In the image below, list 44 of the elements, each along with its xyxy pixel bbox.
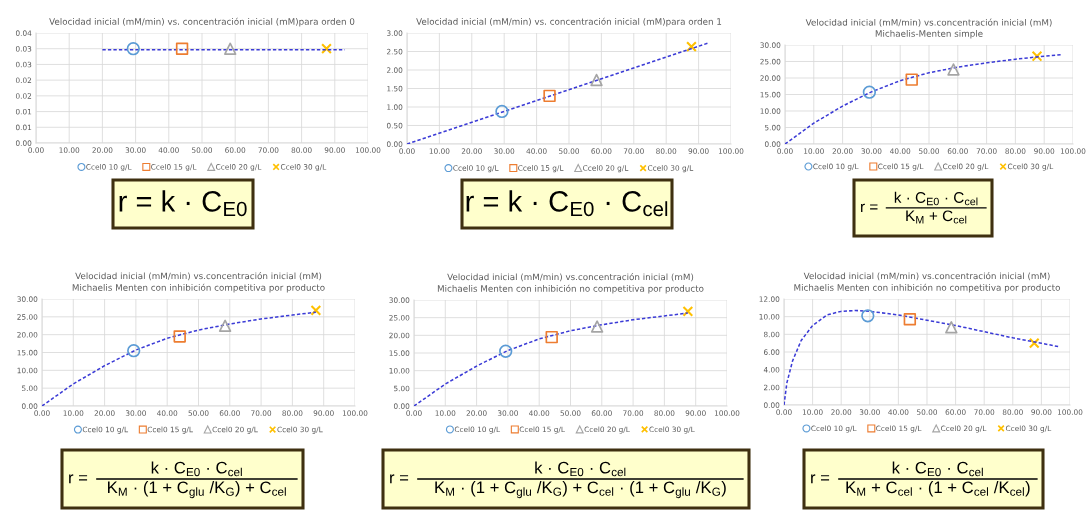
text: k · C$_{E0}$ · C$_{cel}$ [892, 461, 983, 477]
text: r = [861, 203, 878, 212]
text: K$_{M}$ + C$_{cel}$ [906, 210, 967, 224]
point [1028, 337, 1040, 349]
text: r = [69, 474, 88, 484]
point [495, 104, 509, 119]
line-series [414, 312, 689, 406]
point [310, 304, 322, 316]
point [947, 63, 960, 76]
text: K$_{M}$ · (1 + C$_{glu}$ /K$_{G}$) + C$_{cel}$ · (1 + C$_{glu}$ /K$_{G}$) [435, 481, 726, 499]
text: K$_{M}$ + C$_{cel}$ · (1 + C$_{cel}$ /K$_{cel}$) [846, 481, 1030, 497]
text: k · C$_{E0}$ · C$_{cel}$ [151, 461, 242, 477]
point [682, 305, 694, 317]
point [686, 41, 697, 53]
point [543, 89, 556, 103]
line-series [42, 311, 317, 406]
line-series [785, 53, 1063, 144]
point [127, 344, 141, 358]
chart-title: Velocidad inicial (mM/min) vs. concentración inicial (mM)para orden 1 [416, 17, 722, 27]
point [903, 313, 917, 326]
text: r = [390, 474, 409, 484]
point [905, 73, 918, 86]
chart-title: Velocidad inicial (mM/min) vs. concentración inicial (mM)para orden 0 [49, 17, 355, 27]
point [590, 320, 604, 333]
text: K$_{M}$ · (1 + C$_{glu}$ /K$_{G}$) + C$_{cel}$ [108, 481, 286, 499]
chart-title: Velocidad inicial (mM/min) vs.concentración inicial (mM) Michaelis-Menten simple [805, 18, 1052, 39]
chart-title: Velocidad inicial (mM/min) vs.concentración inicial (mM) Michaelis Menten con inhibición no competitiva por producto [794, 272, 1060, 293]
text: k · C$_{E0}$ · C$_{cel}$ [535, 461, 626, 477]
point [499, 344, 513, 358]
point [590, 73, 603, 87]
text: r = [811, 474, 830, 484]
point [1031, 50, 1043, 62]
chart-title: Velocidad inicial (mM/min) vs.concentración inicial (mM) Michaelis Menten con inhibición no competitiva por producto [437, 273, 704, 294]
chart-title: Velocidad inicial (mM/min) vs.concentración inicial (mM) Michaelis Menten con inhibición competitiva por producto [72, 272, 325, 293]
text: r = k · C$_{E0}$ [119, 190, 247, 217]
point [173, 330, 186, 343]
text: r = k · C$_{E0}$ · C$_{cel}$ [466, 190, 668, 217]
point [861, 309, 875, 323]
line-series [784, 309, 1060, 405]
text: k · C$_{E0}$ · C$_{cel}$ [894, 191, 978, 206]
point [218, 319, 232, 332]
point [545, 330, 558, 344]
point [862, 85, 877, 99]
point [945, 321, 958, 334]
